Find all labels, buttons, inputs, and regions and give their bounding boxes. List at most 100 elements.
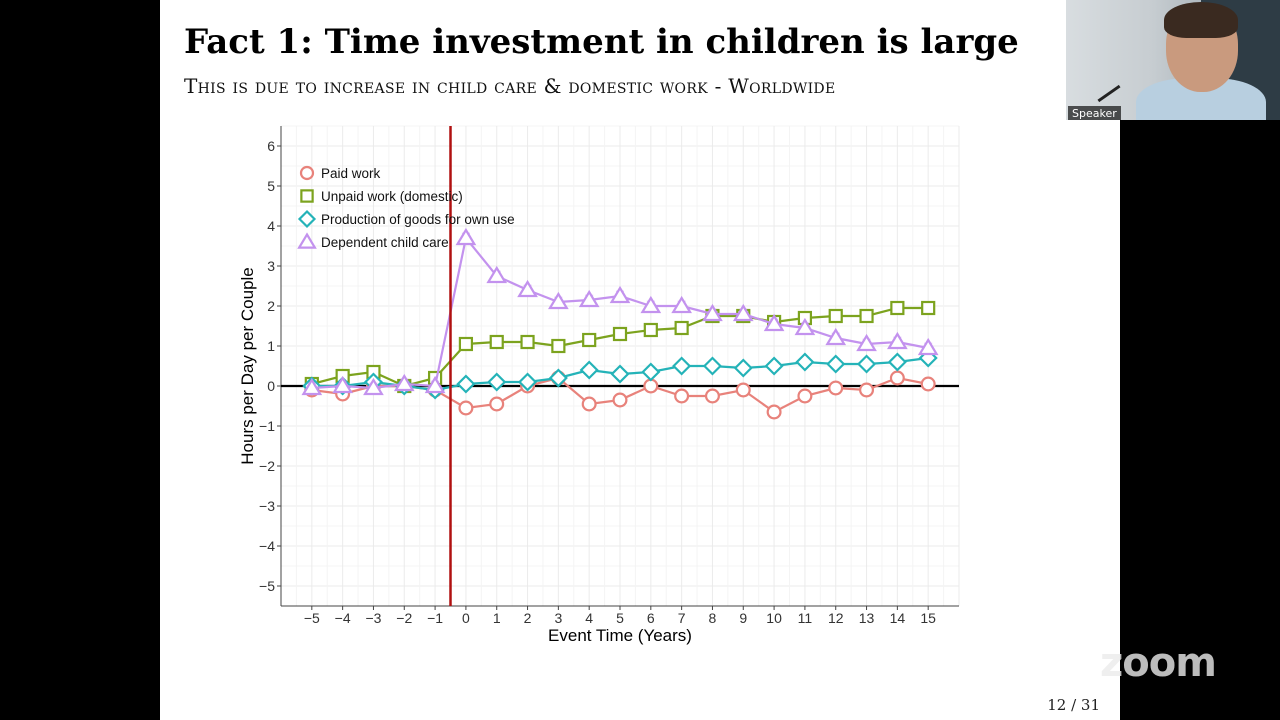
speaker-hair <box>1164 2 1238 38</box>
x-tick-label: 10 <box>766 610 782 626</box>
speaker-name-label: Speaker <box>1068 106 1121 120</box>
y-tick-label: −2 <box>259 458 275 474</box>
data-point <box>486 265 508 284</box>
x-tick-label: 6 <box>647 610 655 626</box>
data-point <box>794 317 816 336</box>
data-point <box>921 300 936 316</box>
y-tick-label: 3 <box>267 258 275 274</box>
data-point <box>579 360 599 380</box>
y-tick-label: 2 <box>267 298 275 314</box>
x-tick-label: 8 <box>709 610 717 626</box>
data-point <box>612 392 628 408</box>
data-point <box>795 352 815 372</box>
data-point <box>609 285 631 304</box>
data-point <box>641 362 661 382</box>
x-tick-label: −2 <box>396 610 412 626</box>
x-tick-label: 11 <box>798 610 813 626</box>
data-point <box>733 358 753 378</box>
data-point <box>456 374 476 394</box>
x-axis-label: Event Time (Years) <box>548 626 692 645</box>
data-point <box>859 308 874 324</box>
data-point <box>674 388 690 404</box>
data-point <box>458 336 474 352</box>
x-tick-label: 4 <box>585 610 593 626</box>
legend-label: Production of goods for own use <box>321 212 515 227</box>
zoom-logo-watermark: zoom <box>1100 640 1217 686</box>
data-point <box>581 396 597 412</box>
x-tick-label: −1 <box>427 610 443 626</box>
data-point <box>825 327 847 346</box>
x-tick-label: 14 <box>890 610 906 626</box>
y-axis-label: Hours per Day per Couple <box>238 267 257 464</box>
data-point <box>674 320 689 336</box>
data-point <box>702 356 723 376</box>
y-tick-label: −3 <box>259 498 275 514</box>
y-tick-label: −5 <box>259 578 275 594</box>
x-tick-label: 9 <box>739 610 747 626</box>
x-tick-label: 15 <box>920 610 936 626</box>
data-point <box>301 377 323 396</box>
x-tick-label: −5 <box>304 610 320 626</box>
legend-marker <box>297 209 317 229</box>
x-tick-label: 1 <box>493 610 501 626</box>
x-tick-label: 7 <box>678 610 686 626</box>
data-point <box>610 364 630 384</box>
data-point <box>393 373 415 392</box>
data-point <box>828 308 843 324</box>
x-tick-label: 12 <box>828 610 844 626</box>
x-tick-label: 0 <box>462 610 470 626</box>
data-point <box>859 382 875 398</box>
legend-label: Unpaid work (domestic) <box>321 189 463 204</box>
data-point <box>856 354 877 374</box>
data-point <box>920 376 936 392</box>
data-point <box>548 291 569 310</box>
legend-marker <box>299 165 315 181</box>
data-point <box>856 333 877 352</box>
data-point <box>797 388 813 404</box>
slide-subtitle: This is due to increase in child care & … <box>184 74 836 98</box>
legend-marker <box>300 189 314 203</box>
data-point <box>487 372 507 392</box>
y-tick-label: −1 <box>259 418 275 434</box>
y-tick-label: 5 <box>267 178 275 194</box>
data-point <box>704 388 720 404</box>
data-point <box>582 332 597 348</box>
y-tick-label: 1 <box>267 338 275 354</box>
data-point <box>578 289 600 308</box>
data-point <box>887 352 907 372</box>
y-tick-label: 0 <box>267 378 275 394</box>
x-tick-label: 13 <box>859 610 875 626</box>
legend-marker <box>297 232 317 249</box>
legend-label: Paid work <box>321 166 381 181</box>
data-point <box>489 334 504 350</box>
x-tick-label: 3 <box>554 610 562 626</box>
legend-label: Dependent child care <box>321 235 449 250</box>
y-tick-label: −4 <box>259 538 275 554</box>
data-point <box>489 396 505 412</box>
data-point <box>766 404 782 420</box>
data-point <box>826 354 846 374</box>
data-point <box>520 334 535 350</box>
x-tick-label: 2 <box>524 610 532 626</box>
x-tick-label: −4 <box>335 610 351 626</box>
data-point <box>640 295 662 314</box>
slide-title: Fact 1: Time investment in children is l… <box>184 22 1019 62</box>
data-point <box>889 370 905 386</box>
y-tick-label: 4 <box>267 218 275 234</box>
data-point <box>517 279 538 298</box>
data-point <box>458 400 474 416</box>
data-point <box>643 322 658 338</box>
data-point <box>671 295 692 314</box>
data-point <box>363 377 384 396</box>
y-tick-label: 6 <box>267 138 275 154</box>
data-point <box>424 375 446 394</box>
data-point <box>887 331 908 350</box>
data-point <box>735 382 751 398</box>
data-point <box>828 380 844 396</box>
data-point <box>551 338 566 354</box>
speaker-video-tile[interactable]: Speaker <box>1066 0 1280 120</box>
data-point <box>517 372 538 392</box>
data-point <box>702 303 723 322</box>
data-point <box>548 368 568 388</box>
